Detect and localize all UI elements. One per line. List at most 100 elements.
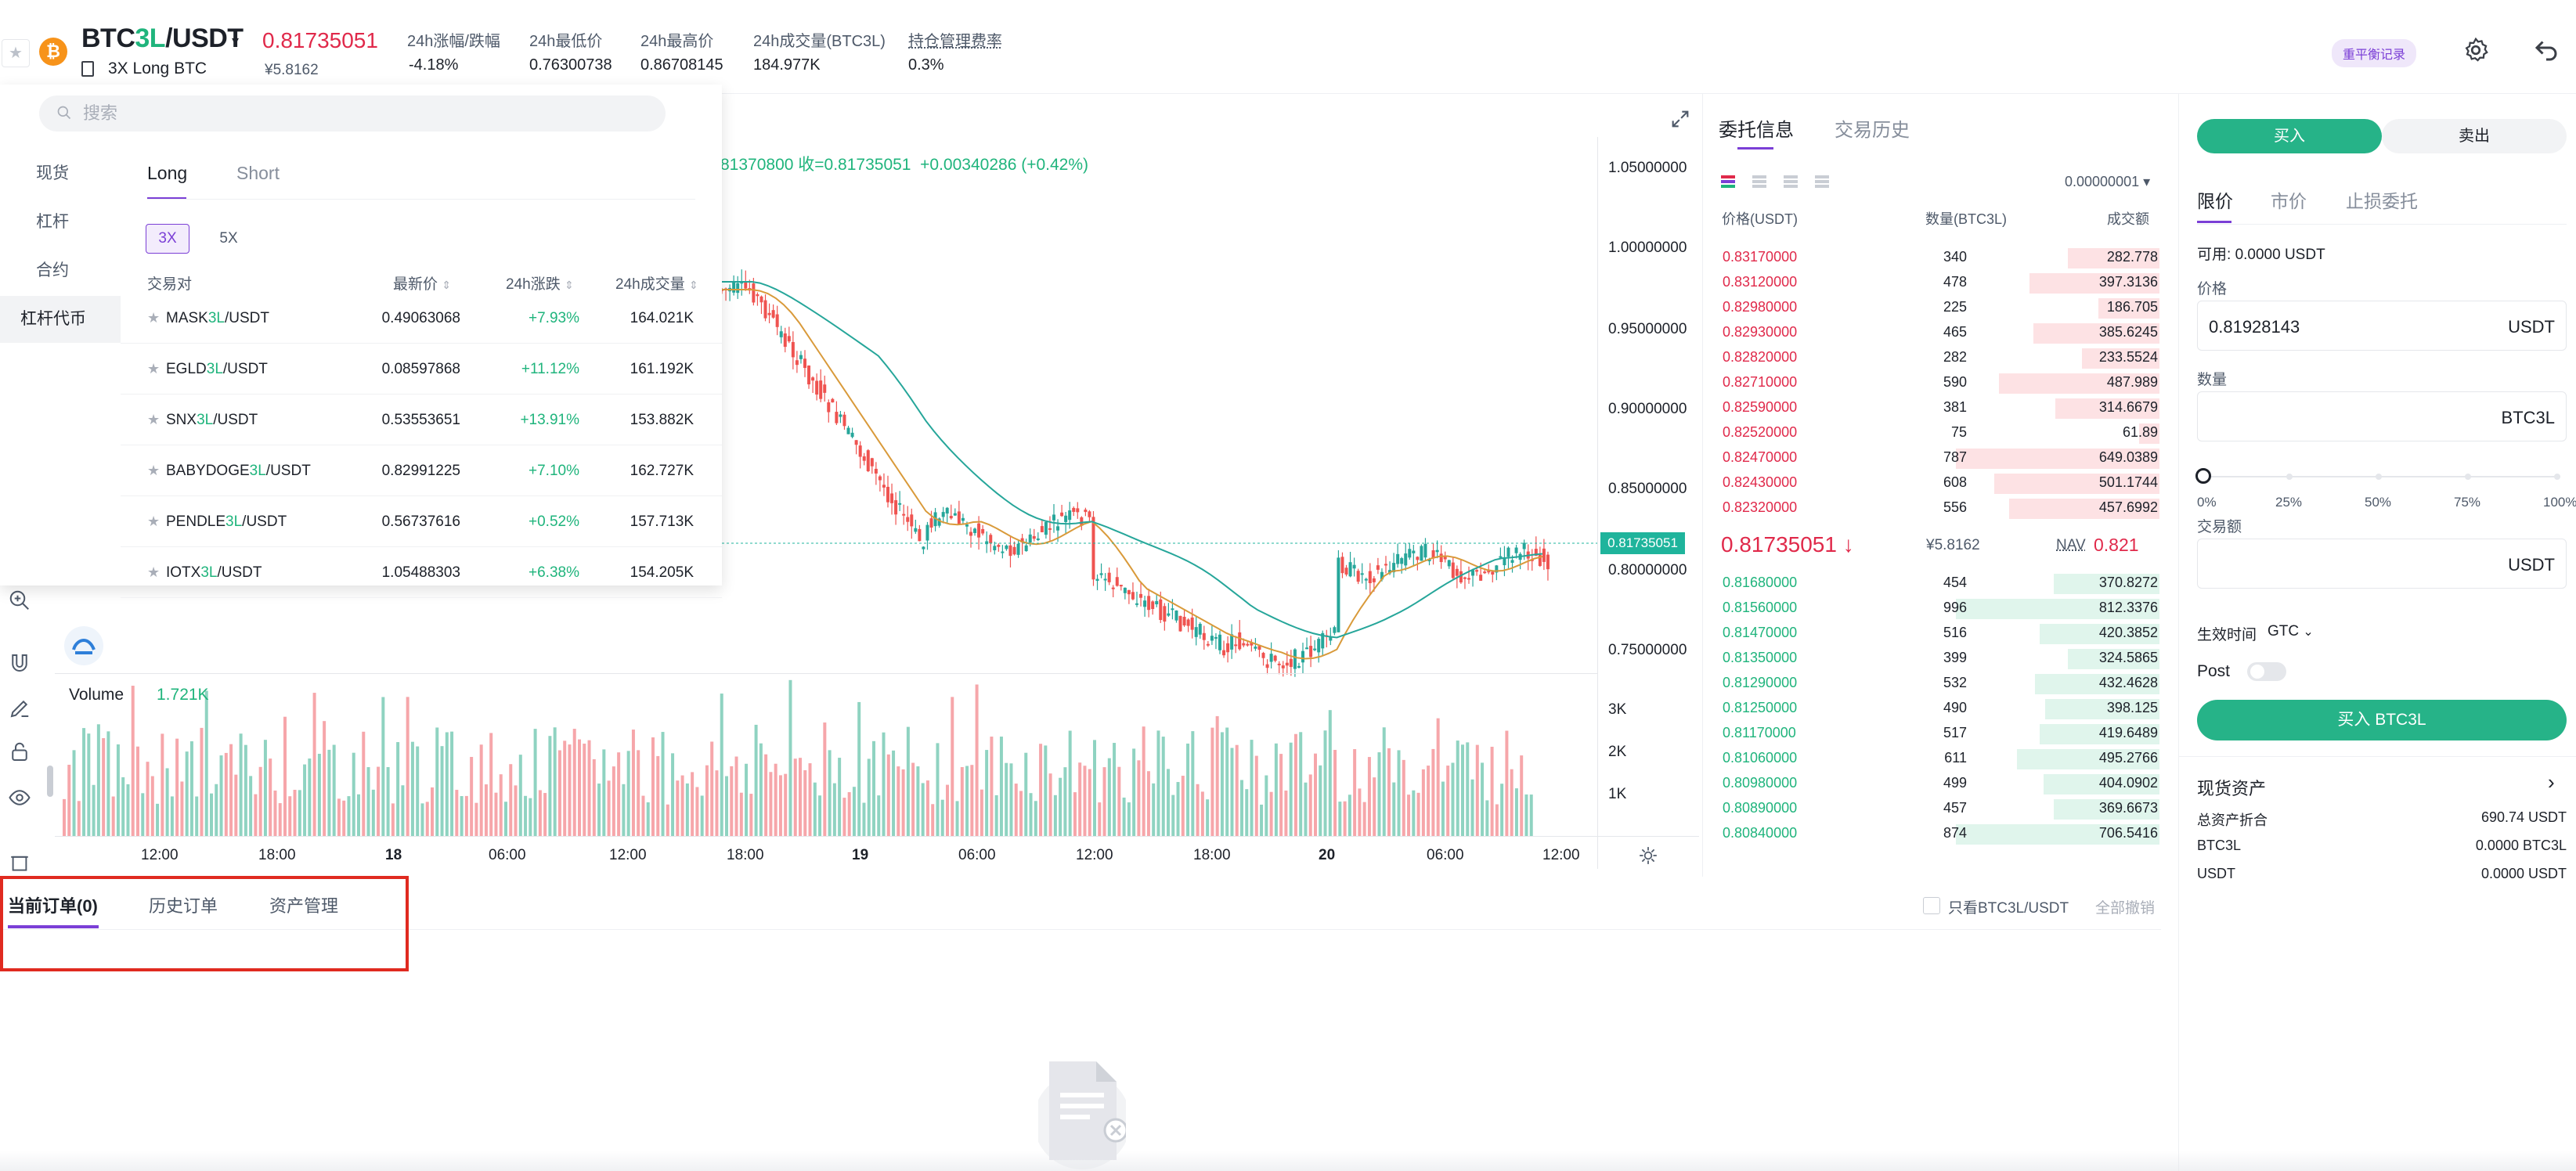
toolbar-scroll-handle[interactable]: [47, 766, 53, 797]
favorite-star-icon[interactable]: ★: [147, 564, 161, 580]
slider-percent-label[interactable]: 25%: [2275, 495, 2303, 510]
document-icon[interactable]: [81, 61, 94, 77]
market-row[interactable]: ★ MASK3L/USDT 0.49063068 +7.93% 164.021K: [121, 293, 722, 344]
bid-row[interactable]: 0.80980000 499 404.0902: [1707, 772, 2159, 797]
search-box[interactable]: [39, 95, 666, 132]
bid-row[interactable]: 0.81170000 517 419.6489: [1707, 722, 2159, 747]
tab-history-orders[interactable]: 历史订单: [149, 896, 218, 916]
favorite-star-icon[interactable]: ★: [147, 463, 161, 478]
tab-order-book[interactable]: 委托信息: [1719, 120, 1794, 141]
percent-slider-track[interactable]: [2203, 476, 2560, 477]
trash-icon[interactable]: [8, 853, 31, 872]
magnet-icon[interactable]: [8, 651, 31, 675]
market-row[interactable]: ★ EGLD3L/USDT 0.08597868 +11.12% 161.192K: [121, 344, 722, 395]
slider-tick[interactable]: [2554, 474, 2560, 480]
book-bids-icon[interactable]: [1781, 172, 1800, 191]
ask-row[interactable]: 0.82980000 225 186.705: [1707, 296, 2159, 321]
slider-percent-label[interactable]: 75%: [2454, 495, 2481, 510]
tab-long[interactable]: Long: [147, 163, 188, 183]
bid-row[interactable]: 0.80890000 457 369.6673: [1707, 797, 2159, 822]
ask-row[interactable]: 0.82820000 282 233.5524: [1707, 346, 2159, 371]
ask-row[interactable]: 0.82430000 608 501.1744: [1707, 471, 2159, 496]
search-input[interactable]: [83, 100, 631, 127]
gear-icon[interactable]: [2462, 36, 2490, 64]
favorite-star-icon[interactable]: ★: [2, 39, 30, 67]
price-input[interactable]: 0.81928143 USDT: [2197, 301, 2567, 351]
market-row[interactable]: ★ SNX3L/USDT 0.53553651 +13.91% 153.882K: [121, 395, 722, 445]
return-icon[interactable]: [2532, 36, 2560, 64]
ask-row[interactable]: 0.82520000 75 61.89: [1707, 421, 2159, 446]
slider-tick[interactable]: [2376, 474, 2382, 480]
nav-label[interactable]: NAV: [2056, 537, 2086, 553]
slider-tick[interactable]: [2286, 474, 2293, 480]
pencil-ruler-icon[interactable]: [8, 697, 31, 720]
pair-selector[interactable]: BTC3L/USDT: [81, 23, 244, 54]
cloud-logo-icon[interactable]: [64, 626, 103, 665]
zoom-in-icon[interactable]: [8, 589, 31, 612]
market-row[interactable]: ★ IOTX3L/USDT 1.05488303 +6.38% 154.205K: [121, 547, 722, 598]
book-asks-icon[interactable]: [1750, 172, 1769, 191]
bid-row[interactable]: 0.81350000 399 324.5865: [1707, 647, 2159, 672]
ask-row[interactable]: 0.82320000 556 457.6992: [1707, 496, 2159, 521]
bid-row[interactable]: 0.81560000 996 812.3376: [1707, 596, 2159, 622]
market-row[interactable]: ★ PENDLE3L/USDT 0.56737616 +0.52% 157.713K: [121, 496, 722, 547]
order-type-market[interactable]: 市价: [2271, 191, 2307, 211]
fullscreen-icon[interactable]: [1669, 108, 1691, 130]
percent-slider-knob[interactable]: [2195, 468, 2211, 484]
market-row[interactable]: ★ BABYDOGE3L/USDT 0.82991225 +7.10% 162.727K: [121, 445, 722, 496]
leverage-3x-button[interactable]: 3X: [146, 224, 189, 254]
slider-percent-label[interactable]: 100%: [2543, 495, 2576, 510]
submit-buy-button[interactable]: 买入 BTC3L: [2197, 700, 2567, 740]
bid-row[interactable]: 0.81680000 454 370.8272: [1707, 571, 2159, 596]
ask-row[interactable]: 0.83170000 340 282.778: [1707, 246, 2159, 271]
time-in-force-select[interactable]: GTC ⌄: [2268, 623, 2314, 640]
col-header-volume[interactable]: 24h成交量 ⇕: [615, 272, 698, 294]
book-both-icon[interactable]: [1719, 172, 1737, 191]
book-list-icon[interactable]: [1813, 172, 1831, 191]
only-current-pair-checkbox[interactable]: [1923, 897, 1940, 914]
tab-current-orders[interactable]: 当前订单(0): [8, 896, 98, 916]
bid-row[interactable]: 0.81290000 532 432.4628: [1707, 672, 2159, 697]
bid-row[interactable]: 0.81250000 490 398.125: [1707, 697, 2159, 722]
bid-row[interactable]: 0.80840000 874 706.5416: [1707, 822, 2159, 847]
leverage-5x-button[interactable]: 5X: [219, 230, 238, 247]
amount-input[interactable]: USDT: [2197, 539, 2567, 589]
ask-row[interactable]: 0.82470000 787 649.0389: [1707, 446, 2159, 471]
eye-icon[interactable]: [8, 786, 31, 809]
candlestick-chart[interactable]: [0, 94, 1701, 873]
chart-settings-icon[interactable]: [1638, 845, 1658, 866]
category-leveraged-tokens[interactable]: 杠杆代币: [0, 296, 121, 343]
favorite-star-icon[interactable]: ★: [147, 412, 161, 427]
ask-row[interactable]: 0.82930000 465 385.6245: [1707, 321, 2159, 346]
chevron-right-icon[interactable]: ›: [2548, 770, 2555, 794]
bid-row[interactable]: 0.81060000 611 495.2766: [1707, 747, 2159, 772]
category-futures[interactable]: 合约: [36, 261, 69, 279]
rebalance-record-button[interactable]: 重平衡记录: [2332, 39, 2417, 67]
slider-percent-label[interactable]: 0%: [2197, 495, 2217, 510]
category-spot[interactable]: 现货: [36, 164, 69, 182]
stat-label-fee[interactable]: 持仓管理费率: [908, 33, 1002, 50]
sell-tab[interactable]: 卖出: [2382, 119, 2567, 153]
col-header-price[interactable]: 最新价 ⇕: [393, 272, 451, 294]
cancel-all-button[interactable]: 全部撤销: [2095, 900, 2156, 917]
order-type-stop[interactable]: 止损委托: [2346, 191, 2418, 211]
slider-percent-label[interactable]: 50%: [2365, 495, 2392, 510]
col-header-change[interactable]: 24h涨跌 ⇕: [506, 272, 574, 294]
tab-asset-management[interactable]: 资产管理: [269, 896, 339, 916]
bid-row[interactable]: 0.81470000 516 420.3852: [1707, 622, 2159, 647]
lock-icon[interactable]: [8, 740, 31, 764]
order-type-limit[interactable]: 限价: [2197, 191, 2233, 211]
buy-tab[interactable]: 买入: [2197, 119, 2382, 153]
ask-row[interactable]: 0.82710000 590 487.989: [1707, 371, 2159, 396]
favorite-star-icon[interactable]: ★: [147, 513, 161, 529]
favorite-star-icon[interactable]: ★: [147, 310, 161, 326]
precision-select[interactable]: 0.00000001 ▾: [2065, 174, 2150, 190]
slider-tick[interactable]: [2465, 474, 2471, 480]
category-margin[interactable]: 杠杆: [36, 213, 69, 231]
tab-short[interactable]: Short: [236, 163, 280, 183]
ask-row[interactable]: 0.83120000 478 397.3136: [1707, 271, 2159, 296]
quantity-input[interactable]: BTC3L: [2197, 391, 2567, 441]
favorite-star-icon[interactable]: ★: [147, 361, 161, 377]
tab-trade-history[interactable]: 交易历史: [1835, 120, 1910, 141]
pair-caret-icon[interactable]: ▾: [232, 33, 240, 49]
